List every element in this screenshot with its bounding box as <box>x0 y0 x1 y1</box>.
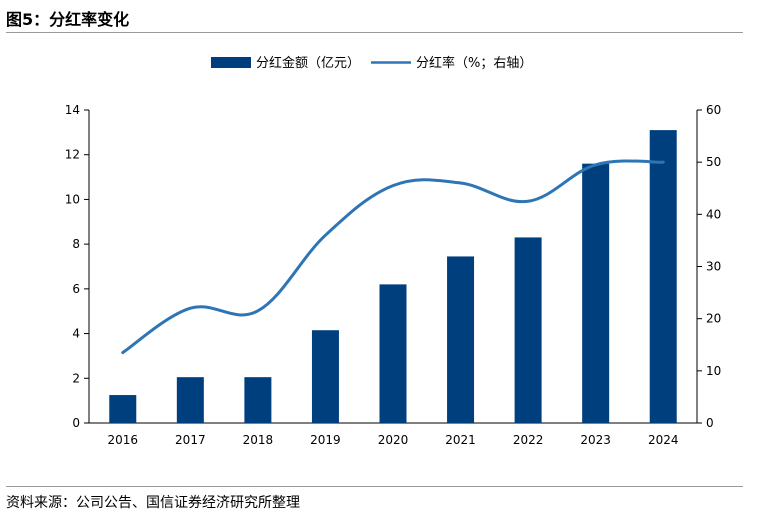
dividend-amount-bar <box>649 130 677 423</box>
figure-title: 图5：分红率变化 <box>6 10 130 29</box>
x-tick-label: 2024 <box>648 433 679 447</box>
x-tick-label: 2022 <box>513 433 544 447</box>
y-left-tick-label: 8 <box>72 237 80 251</box>
dividend-amount-bar <box>379 284 407 423</box>
y-right-tick-label: 0 <box>706 416 714 430</box>
x-tick-label: 2016 <box>108 433 139 447</box>
x-tick-label: 2020 <box>378 433 409 447</box>
y-right-tick-label: 30 <box>706 260 721 274</box>
legend-bar-label: 分红金额（亿元） <box>256 55 360 71</box>
y-left-tick-label: 6 <box>72 282 80 296</box>
payout-ratio-point <box>256 309 260 313</box>
x-axis-ticks: 2016 2017 2018 2019 2020 2021 2022 2023 2024 <box>108 433 679 447</box>
top-rule <box>6 32 743 33</box>
bottom-rule <box>6 486 743 487</box>
payout-ratio-point <box>459 181 462 185</box>
x-tick-label: 2018 <box>243 433 274 447</box>
dividend-amount-bar <box>176 377 204 423</box>
payout-ratio-point <box>662 160 665 164</box>
y-left-tick-label: 14 <box>65 103 80 117</box>
y-right-tick-label: 60 <box>706 103 721 117</box>
y-left-tick-label: 10 <box>65 192 80 206</box>
y-right-tick-label: 50 <box>706 155 721 169</box>
chart-legend: 分红金额（亿元） 分红率（%；右轴） <box>211 55 532 71</box>
y-left-tick-label: 4 <box>72 327 80 341</box>
payout-ratio-point <box>121 351 124 354</box>
y-right-tick-label: 20 <box>706 312 721 326</box>
dividend-amount-bar <box>109 395 137 423</box>
dividend-chart: 分红金额（亿元） 分红率（%；右轴） 2016 2017 2018 2019 2020 2… <box>65 55 722 447</box>
dividend-amount-bar <box>244 377 272 423</box>
y-left-tick-label: 0 <box>72 416 80 430</box>
dividend-amount-bar <box>514 237 542 423</box>
y-left-tick-label: 12 <box>65 148 80 162</box>
dividend-amount-bar <box>447 256 475 423</box>
bar-series <box>109 130 677 423</box>
payout-ratio-point <box>526 200 530 203</box>
legend-line-label: 分红率（%；右轴） <box>416 55 532 71</box>
y-right-tick-label: 10 <box>706 364 721 378</box>
line-series <box>121 159 665 355</box>
payout-ratio-line <box>121 159 665 355</box>
payout-ratio-point <box>324 234 327 237</box>
x-tick-label: 2021 <box>445 433 476 447</box>
payout-ratio-point <box>594 163 597 166</box>
dividend-amount-bar <box>311 330 339 423</box>
source-note: 资料来源：公司公告、国信证券经济研究所整理 <box>6 495 300 511</box>
dividend-amount-bar <box>582 163 610 423</box>
x-tick-label: 2017 <box>175 433 206 447</box>
x-tick-label: 2019 <box>310 433 341 447</box>
y-left-tick-label: 2 <box>72 371 80 385</box>
y-right-ticks: 0 10 20 30 40 50 60 <box>697 103 721 430</box>
y-right-tick-label: 40 <box>706 207 721 221</box>
legend-bar-swatch <box>211 57 251 68</box>
x-tick-label: 2023 <box>580 433 611 447</box>
payout-ratio-point <box>391 184 395 187</box>
y-left-ticks: 0 2 4 6 8 10 12 14 <box>65 103 89 430</box>
payout-ratio-point <box>189 307 192 310</box>
